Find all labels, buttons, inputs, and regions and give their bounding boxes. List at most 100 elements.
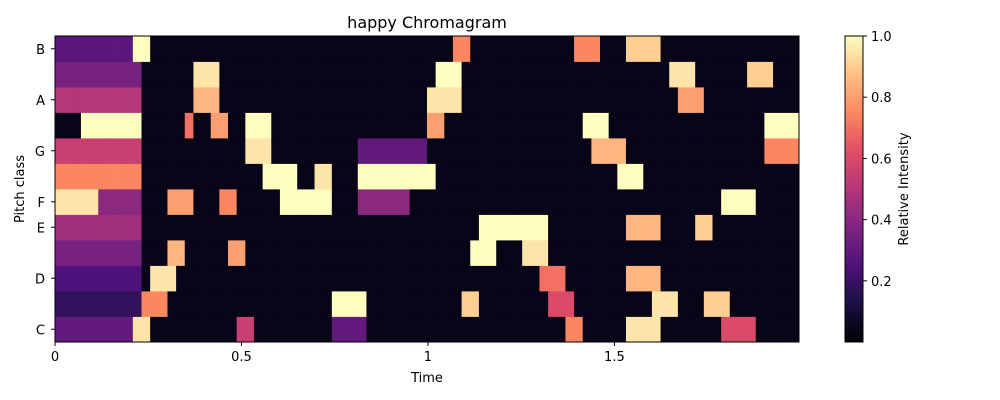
heatmap-cell [781,291,791,317]
heatmap-cell [383,265,393,292]
heatmap-cell [755,112,765,139]
heatmap-cell [219,61,229,88]
heatmap-cell [383,87,393,113]
heatmap-cell [721,112,731,139]
heatmap-cell [262,138,272,164]
heatmap-cell [461,87,471,113]
heatmap-cell [141,112,151,139]
heatmap-cell [582,112,592,139]
heatmap-cell [548,240,558,266]
heatmap-cell [349,265,359,292]
heatmap-cell [643,214,653,241]
heatmap-cell [106,291,116,317]
heatmap-cell [63,189,73,215]
heatmap-cell [314,163,324,190]
heatmap-cell [383,291,393,317]
heatmap-cell [409,87,419,113]
heatmap-cell [236,112,246,139]
heatmap-cell [383,214,393,241]
heatmap-cell [617,61,627,88]
heatmap-cell [132,112,142,139]
heatmap-cell [764,36,774,62]
heatmap-cell [565,112,575,139]
heatmap-cell [279,316,289,343]
heatmap-cell [253,36,264,62]
heatmap-cell [478,189,488,215]
heatmap-cell [747,316,757,343]
heatmap-cell [790,112,800,139]
heatmap-cell [660,138,670,164]
heatmap-cell [729,265,739,292]
heatmap-cell [461,214,471,241]
heatmap-cell [392,87,402,113]
heatmap-cell [625,291,636,317]
heatmap-cell [288,112,298,139]
heatmap-cell [427,240,437,266]
heatmap-cell [383,163,393,190]
heatmap-cell [236,316,246,343]
heatmap-cell [89,240,99,266]
heatmap-cell [193,112,203,139]
heatmap-cell [452,291,462,317]
heatmap-cell [548,138,558,164]
heatmap-cell [721,61,731,88]
heatmap-cell [340,240,350,266]
heatmap-cell [176,87,186,113]
heatmap-cell [729,138,739,164]
heatmap-cell [150,265,160,292]
heatmap-cell [643,112,653,139]
heatmap-cell [228,112,238,139]
heatmap-cell [55,214,65,241]
heatmap-cell [150,214,160,241]
heatmap-cell [167,36,177,62]
heatmap-cell [790,214,800,241]
y-tick-label: C [36,323,45,338]
heatmap-cell [452,61,462,88]
heatmap-cell [228,240,238,266]
heatmap-cell [695,36,705,62]
heatmap-cell [228,189,238,215]
heatmap-cell [89,189,99,215]
heatmap-cell [582,138,592,164]
heatmap-cell [193,240,203,266]
heatmap-cell [452,138,462,164]
heatmap-cell [72,265,82,292]
heatmap-cell [219,214,229,241]
heatmap-cell [262,240,272,266]
heatmap-cell [262,163,272,190]
heatmap-cell [539,265,549,292]
heatmap-cell [132,87,142,113]
heatmap-cell [444,214,454,241]
heatmap-cell [461,163,471,190]
heatmap-cell [721,163,731,190]
heatmap-cell [643,87,653,113]
heatmap-cell [660,112,670,139]
heatmap-cell [115,291,125,317]
heatmap-cell [677,138,687,164]
heatmap-cell [141,316,151,343]
heatmap-cell [487,240,497,266]
heatmap-cell [314,87,324,113]
heatmap-cell [608,189,618,215]
y-axis-label: Pitch class [13,155,28,223]
heatmap-cell [98,189,108,215]
heatmap-cell [600,316,610,343]
heatmap-cell [167,214,177,241]
heatmap-cell [548,87,558,113]
heatmap-cell [124,163,134,190]
heatmap-cell [591,87,601,113]
heatmap-cell [755,240,765,266]
heatmap-cell [427,36,437,62]
heatmap-cell [781,163,791,190]
heatmap-cell [193,265,203,292]
heatmap-cell [634,265,644,292]
heatmap-cell [556,214,566,241]
heatmap-cells [55,36,800,343]
heatmap-cell [427,189,437,215]
heatmap-cell [262,214,272,241]
heatmap-cell [487,87,497,113]
heatmap-cell [98,138,108,164]
heatmap-cell [608,36,618,62]
heatmap-cell [478,240,488,266]
heatmap-cell [513,189,523,215]
